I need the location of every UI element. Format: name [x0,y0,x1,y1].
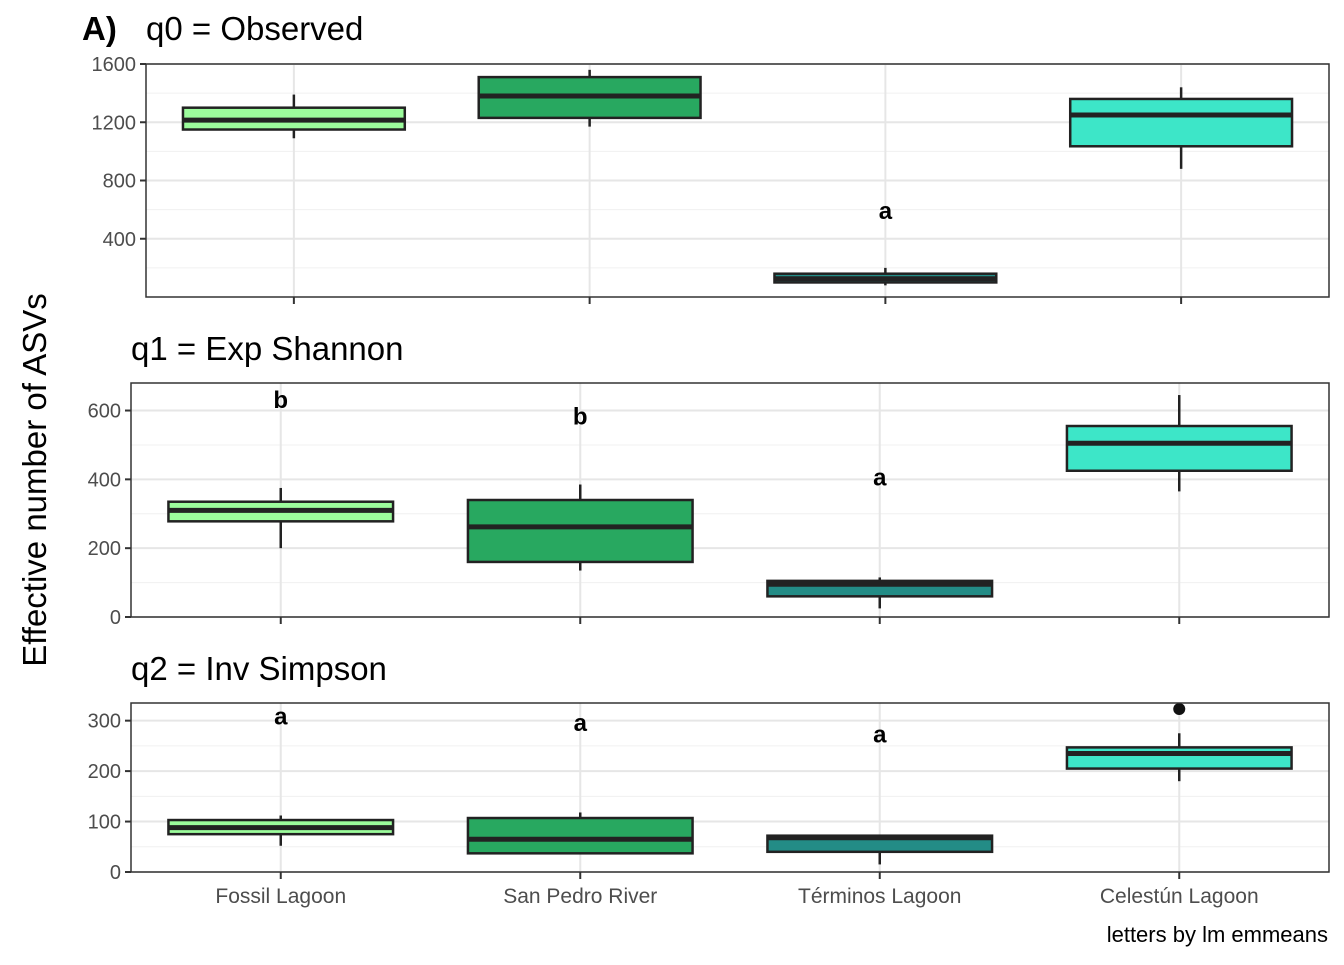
box-body [1068,97,1294,148]
significance-letter: a [873,721,887,748]
y-tick-label: 1200 [92,112,137,134]
box-t-rminos-lagoon [766,577,994,609]
box-body [1065,746,1293,770]
significance-letter: b [573,403,588,430]
x-tick-label: San Pedro River [503,885,657,908]
box-body [466,498,694,564]
y-tick-label: 100 [88,812,121,834]
x-tick-label: Celestún Lagoon [1100,885,1259,908]
outlier-point [1173,703,1186,716]
y-tick-label: 300 [88,711,121,733]
significance-letter: a [274,704,288,731]
y-tick-label: 200 [88,538,121,560]
y-tick-label: 1600 [92,54,137,76]
figure-tag: A) [82,10,117,47]
box-san-pedro-river [477,69,702,127]
significance-letter: b [273,387,288,414]
box-body [466,816,694,855]
panel-border [145,63,1330,298]
y-tick-label: 0 [110,862,121,884]
box-san-pedro-river [466,812,694,855]
box-fossil-lagoon [167,487,395,549]
panel-border [130,702,1330,873]
box-celest-n-lagoon [1065,703,1293,782]
x-tick-label: Términos Lagoon [798,885,961,908]
box-celest-n-lagoon [1065,395,1293,492]
panel-border [130,382,1330,618]
y-tick-label: 200 [88,761,121,783]
box-t-rminos-lagoon [773,267,998,286]
panel-title: q1 = Exp Shannon [131,330,403,367]
panel-title: q0 = Observed [146,10,363,47]
significance-letter: a [879,198,893,225]
y-tick-label: 400 [103,229,136,251]
box-fossil-lagoon [181,94,407,139]
panel-2: q1 = Exp Shannon 0 200 400 600 b b a [88,330,1330,629]
box-fossil-lagoon [167,815,395,846]
box-body [1065,424,1293,473]
y-tick-label: 400 [88,469,121,491]
panel-3: q2 = Inv Simpson 0 100 200 300 a a a Fossil Lago… [88,650,1330,908]
panel-1: q0 = Observed 400 800 1200 1600 a [92,10,1330,304]
y-axis-label: Effective number of ASVs [16,293,53,667]
box-celest-n-lagoon [1068,87,1294,169]
panel-title: q2 = Inv Simpson [131,650,387,687]
box-t-rminos-lagoon [766,834,994,865]
y-tick-label: 0 [110,607,121,629]
x-tick-label: Fossil Lagoon [215,885,346,908]
box-san-pedro-river [466,484,694,571]
significance-letter: a [873,465,887,492]
significance-letter: a [574,710,588,737]
y-tick-label: 600 [88,401,121,423]
y-tick-label: 800 [103,171,136,193]
caption: letters by lm emmeans [1107,922,1328,947]
